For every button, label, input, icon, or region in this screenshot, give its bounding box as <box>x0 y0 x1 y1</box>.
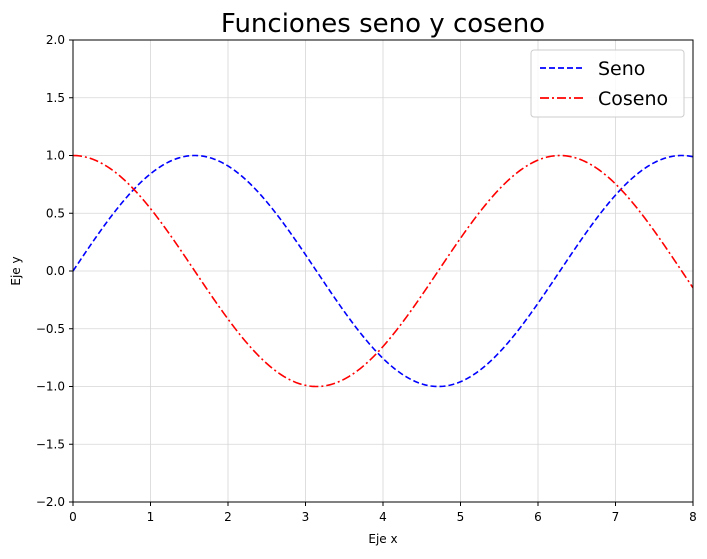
y-tick-label: −0.5 <box>36 322 65 336</box>
x-tick-label: 6 <box>534 510 542 524</box>
legend-label: Coseno <box>598 88 668 110</box>
y-tick-label: 0.5 <box>46 206 65 220</box>
legend: Seno Coseno <box>530 49 685 118</box>
legend-label: Seno <box>598 58 645 80</box>
y-tick-label: −1.0 <box>36 380 65 394</box>
y-tick-label: −2.0 <box>36 495 65 509</box>
y-tick-label: 1.0 <box>46 149 65 163</box>
x-tick-label: 8 <box>689 510 697 524</box>
y-axis-title: Eje y <box>9 256 23 285</box>
y-tick-label: 0.0 <box>46 264 65 278</box>
x-axis-title: Eje x <box>368 532 397 546</box>
x-tick-label: 7 <box>612 510 620 524</box>
x-tick-label: 1 <box>147 510 155 524</box>
y-tick-label: −1.5 <box>36 437 65 451</box>
x-tick-label: 4 <box>379 510 387 524</box>
chart-title: Funciones seno y coseno <box>221 9 545 39</box>
x-tick-label: 5 <box>457 510 465 524</box>
x-tick-label: 2 <box>224 510 232 524</box>
x-tick-label: 3 <box>302 510 310 524</box>
series-layer <box>73 154 693 388</box>
y-tick-label: 1.5 <box>46 91 65 105</box>
legend-box <box>530 49 685 118</box>
series-line-seno <box>73 154 693 388</box>
series-line-coseno <box>73 154 693 388</box>
ticks-layer: 0 1 2 3 4 5 6 7 8 −2.0 −1.5 −1.0 −0.5 0.0 0.5 1.0 1.5 2.0 <box>36 33 697 524</box>
x-tick-label: 0 <box>69 510 77 524</box>
y-tick-label: 2.0 <box>46 33 65 47</box>
